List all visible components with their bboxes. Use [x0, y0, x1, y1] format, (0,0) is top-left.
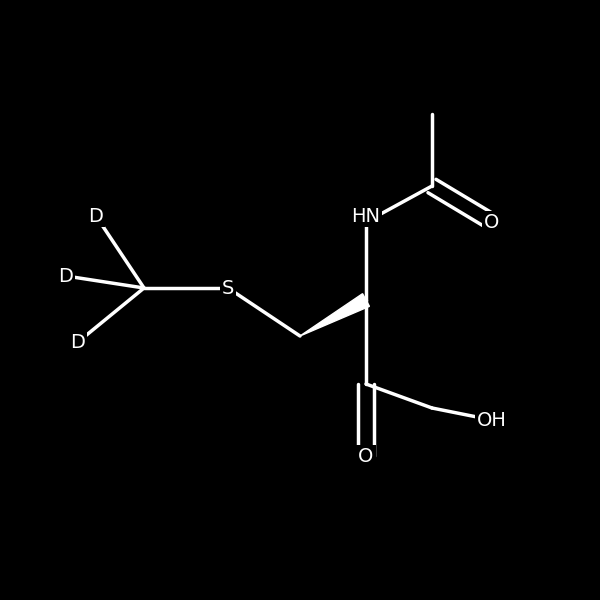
Text: O: O [358, 446, 374, 466]
Text: HN: HN [352, 206, 380, 226]
Text: D: D [71, 332, 85, 352]
Text: D: D [89, 206, 103, 226]
Text: S: S [222, 278, 234, 298]
Text: OH: OH [477, 410, 507, 430]
Text: D: D [59, 266, 73, 286]
Polygon shape [300, 293, 370, 336]
Text: O: O [484, 212, 500, 232]
